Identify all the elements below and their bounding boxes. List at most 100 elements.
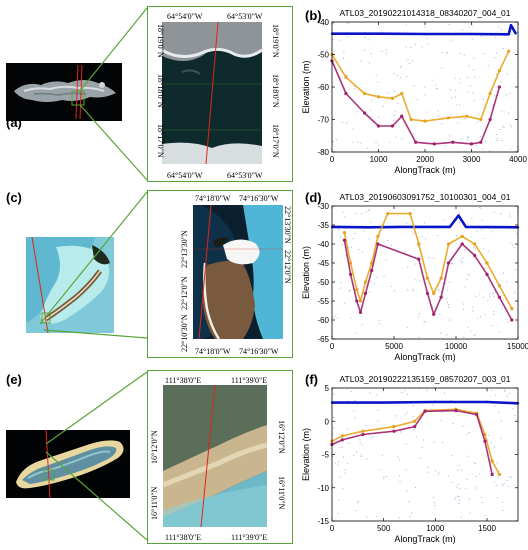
noise-point: [420, 255, 422, 257]
noise-point: [501, 308, 503, 310]
noise-point: [487, 65, 489, 67]
map-e-overview: [6, 430, 130, 498]
noise-point: [509, 242, 511, 244]
noise-point: [366, 458, 368, 460]
map-e-lon-2: 111°39'0"E: [231, 376, 267, 385]
noise-point: [468, 274, 470, 276]
noise-point: [466, 478, 468, 480]
noise-point: [418, 316, 420, 318]
y-tick-label: -70: [317, 116, 329, 125]
noise-point: [446, 298, 448, 300]
noise-point: [481, 219, 483, 221]
data-point: [376, 242, 380, 246]
noise-point: [501, 110, 503, 112]
data-point: [399, 225, 402, 229]
noise-point: [477, 317, 479, 319]
noise-point: [441, 67, 443, 69]
noise-point: [423, 222, 425, 224]
noise-point: [342, 57, 344, 59]
noise-point: [517, 210, 519, 212]
noise-point: [498, 470, 500, 472]
noise-point: [404, 414, 406, 416]
noise-point: [467, 136, 469, 138]
data-point: [344, 75, 348, 79]
noise-point: [399, 475, 401, 477]
x-tick-label: 2000: [416, 155, 434, 164]
x-tick-label: 0: [330, 524, 335, 533]
noise-point: [370, 221, 372, 223]
noise-point: [417, 245, 419, 247]
noise-point: [407, 266, 409, 268]
noise-point: [455, 497, 457, 499]
noise-point: [467, 326, 469, 328]
noise-point: [405, 443, 407, 445]
data-point: [514, 32, 517, 35]
noise-point: [473, 57, 475, 59]
noise-point: [446, 52, 448, 54]
noise-point: [434, 470, 436, 472]
map-e-lat-1: 16°12'0"N: [150, 430, 159, 464]
noise-point: [451, 97, 453, 99]
noise-point: [439, 313, 441, 315]
noise-point: [455, 104, 457, 106]
data-point: [475, 413, 479, 417]
noise-point: [509, 93, 511, 95]
noise-point: [504, 390, 506, 392]
noise-point: [514, 269, 516, 271]
map-a-lat-2: 18°18'0"N: [156, 74, 165, 108]
noise-point: [345, 255, 347, 257]
noise-point: [334, 315, 336, 317]
noise-point: [447, 475, 449, 477]
noise-point: [449, 89, 451, 91]
noise-point: [408, 500, 410, 502]
x-tick-label: 1000: [426, 524, 444, 533]
noise-point: [475, 295, 477, 297]
noise-point: [450, 400, 452, 402]
data-point: [355, 288, 359, 292]
noise-point: [509, 476, 511, 478]
data-point: [446, 242, 451, 246]
noise-point: [471, 217, 473, 219]
noise-point: [462, 308, 464, 310]
zoom-frame-c: [147, 190, 293, 358]
noise-point: [433, 257, 435, 259]
chart-title: ATL03_20190221014318_08340207_004_01: [340, 8, 511, 18]
noise-point: [367, 39, 369, 41]
noise-point: [475, 144, 477, 146]
noise-point: [471, 38, 473, 40]
noise-point: [499, 128, 501, 130]
data-point: [423, 32, 427, 36]
noise-point: [375, 74, 377, 76]
noise-point: [503, 126, 505, 128]
noise-point: [458, 502, 460, 504]
noise-point: [334, 462, 336, 464]
noise-point: [378, 116, 380, 118]
noise-point: [442, 442, 444, 444]
noise-point: [468, 65, 470, 67]
noise-point: [492, 314, 494, 316]
data-point: [377, 32, 380, 35]
noise-point: [353, 454, 355, 456]
noise-point: [471, 25, 473, 27]
noise-point: [444, 144, 446, 146]
noise-point: [386, 476, 388, 478]
noise-point: [412, 288, 414, 290]
panel-label-e: (e): [6, 372, 22, 387]
data-point: [425, 276, 430, 280]
noise-point: [455, 96, 457, 98]
noise-point: [472, 92, 474, 94]
y-tick-label: -50: [317, 51, 329, 60]
noise-point: [338, 228, 340, 230]
data-point: [464, 225, 468, 229]
noise-point: [484, 314, 486, 316]
noise-point: [454, 498, 456, 500]
noise-point: [507, 485, 509, 487]
noise-point: [332, 433, 334, 435]
map-a-lat-3: 18°17'0"N: [156, 124, 165, 158]
data-point: [454, 409, 458, 413]
noise-point: [355, 510, 357, 512]
noise-point: [473, 246, 475, 248]
noise-point: [487, 300, 489, 302]
noise-point: [473, 462, 475, 464]
noise-point: [393, 114, 395, 116]
